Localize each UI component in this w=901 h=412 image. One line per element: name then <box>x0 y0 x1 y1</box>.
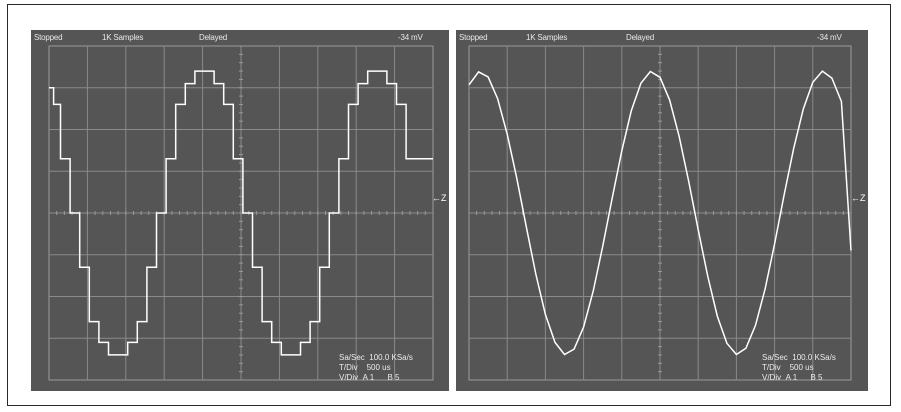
v-channel-b: B 5 <box>811 373 823 382</box>
settings-readout: Sa/Sec 100.0 KSa/s T/Div 500 us V/Div A … <box>339 353 413 383</box>
settings-readout: Sa/Sec 100.0 KSa/s T/Div 500 us V/Div A … <box>762 353 836 383</box>
v-channel-a: A 1 <box>363 373 375 382</box>
sa-label: Sa/Sec <box>339 353 365 362</box>
t-label: T/Div <box>339 363 358 372</box>
waveform-display-left <box>31 30 449 391</box>
sa-value: 100.0 KSa/s <box>792 353 836 362</box>
sa-value: 100.0 KSa/s <box>369 353 413 362</box>
v-channel-b: B 5 <box>388 373 400 382</box>
v-channel-a: A 1 <box>786 373 798 382</box>
t-value: 500 us <box>367 363 391 372</box>
scope-screen-left: Stopped 1K Samples Delayed -34 mV ←Z Sa/… <box>31 30 449 391</box>
sa-label: Sa/Sec <box>762 353 788 362</box>
waveform-display-right <box>456 30 868 391</box>
scope-screen-right: Stopped 1K Samples Delayed -34 mV ←Z Sa/… <box>456 30 868 391</box>
t-value: 500 us <box>790 363 814 372</box>
ground-marker: ←Z <box>432 193 447 203</box>
ground-marker: ←Z <box>851 193 866 203</box>
v-label: V/Div <box>762 373 781 382</box>
v-label: V/Div <box>339 373 358 382</box>
t-label: T/Div <box>762 363 781 372</box>
